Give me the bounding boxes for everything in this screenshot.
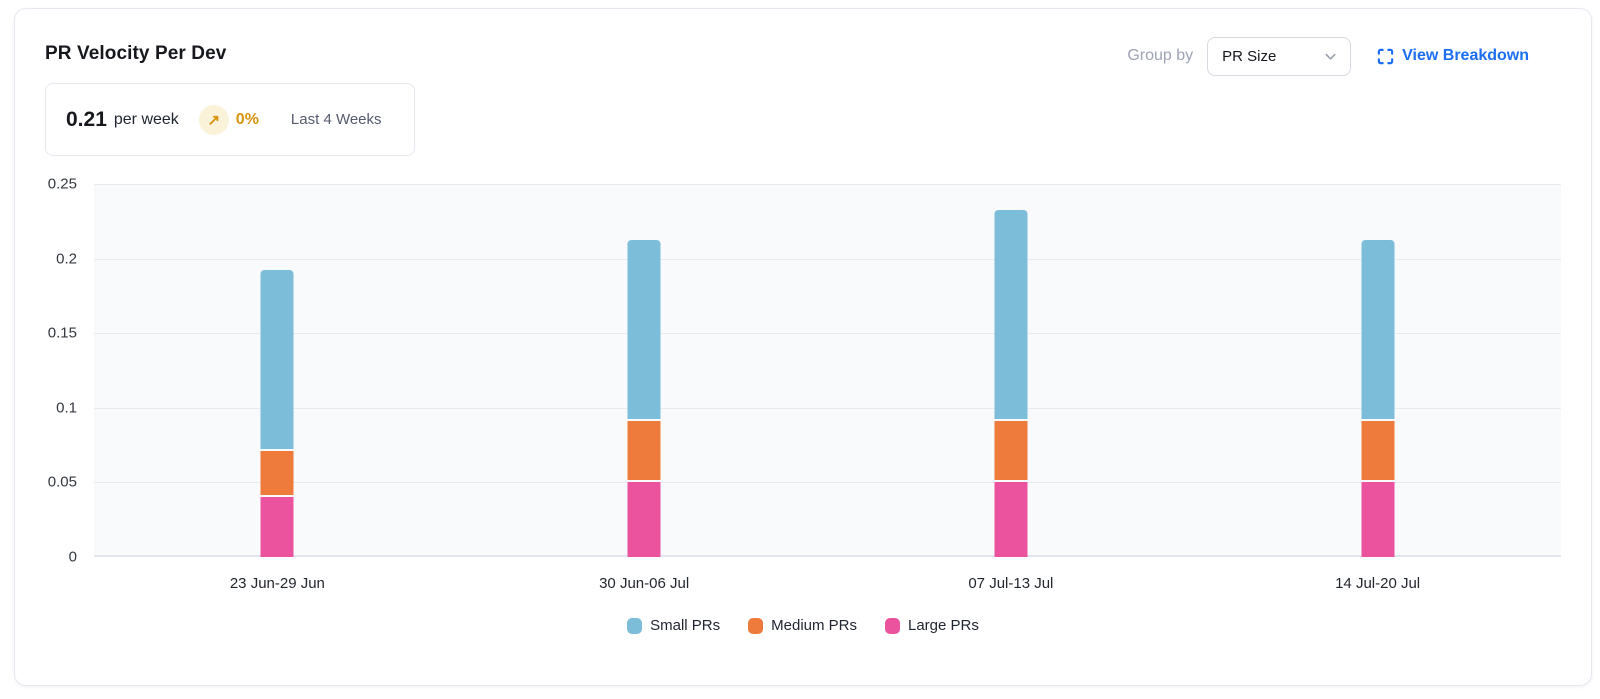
chevron-down-icon bbox=[1323, 49, 1338, 64]
header-controls: Group by PR Size View Breakdown bbox=[1127, 36, 1529, 76]
y-tick-label: 0.1 bbox=[56, 399, 77, 417]
legend-swatch-icon bbox=[748, 617, 764, 634]
pr-velocity-chart: 0 0.05 0.1 0.15 0.2 0.25 23 Jun-29 Jun 30 Jun-… bbox=[15, 9, 1591, 685]
bar-segment-large-prs[interactable] bbox=[627, 482, 661, 557]
bar-segment-small-prs[interactable] bbox=[994, 209, 1028, 419]
legend-label: Small PRs bbox=[650, 617, 721, 634]
bar-segment-medium-prs[interactable] bbox=[627, 420, 661, 481]
gridline bbox=[94, 184, 1561, 185]
legend-item-medium-prs[interactable]: Medium PRs bbox=[748, 617, 857, 634]
bar-segment-medium-prs[interactable] bbox=[260, 450, 294, 496]
y-tick-label: 0.05 bbox=[47, 473, 77, 491]
legend-label: Medium PRs bbox=[771, 617, 857, 634]
gridline bbox=[94, 258, 1561, 260]
view-breakdown-label: View Breakdown bbox=[1402, 47, 1529, 64]
arrow-up-right-icon: ↗ bbox=[198, 104, 229, 135]
summary-stat-card: 0.21 per week ↗ 0% Last 4 Weeks bbox=[45, 83, 415, 156]
trend-percentage: 0% bbox=[235, 110, 259, 128]
x-tick-label: 23 Jun-29 Jun bbox=[229, 575, 325, 592]
legend-swatch-icon bbox=[627, 617, 643, 634]
y-tick-label: 0 bbox=[68, 548, 77, 566]
y-tick-label: 0.15 bbox=[47, 324, 77, 342]
gridline bbox=[94, 333, 1561, 335]
bar-segment-medium-prs[interactable] bbox=[1361, 420, 1395, 481]
y-axis: 0 0.05 0.1 0.15 0.2 0.25 bbox=[15, 176, 77, 566]
group-by-label: Group by bbox=[1127, 47, 1194, 64]
bar-segment-large-prs[interactable] bbox=[1361, 482, 1395, 557]
plot-area bbox=[94, 184, 1561, 557]
stacked-bar bbox=[260, 269, 294, 557]
chart-legend: Small PRs Medium PRs Large PRs bbox=[15, 617, 1591, 634]
stacked-bar bbox=[1361, 239, 1395, 557]
gridline bbox=[94, 555, 1561, 557]
legend-item-small-prs[interactable]: Small PRs bbox=[627, 617, 720, 634]
y-tick-label: 0.2 bbox=[56, 250, 77, 268]
y-tick-label: 0.25 bbox=[47, 175, 77, 193]
page-title: PR Velocity Per Dev bbox=[45, 43, 227, 64]
legend-swatch-icon bbox=[885, 617, 900, 634]
legend-item-large-prs[interactable]: Large PRs bbox=[885, 617, 979, 634]
stat-unit: per week bbox=[113, 110, 179, 128]
bar-segment-medium-prs[interactable] bbox=[994, 420, 1028, 481]
stat-value: 0.21 bbox=[66, 107, 107, 131]
bar-segment-small-prs[interactable] bbox=[1361, 239, 1395, 419]
x-tick-label: 30 Jun-06 Jul bbox=[599, 575, 690, 592]
group-by-selected-value: PR Size bbox=[1222, 47, 1277, 65]
bar-segment-large-prs[interactable] bbox=[994, 482, 1028, 557]
stacked-bar bbox=[994, 209, 1028, 557]
trend-badge: ↗ 0% bbox=[198, 104, 259, 135]
view-breakdown-link[interactable]: View Breakdown bbox=[1377, 47, 1529, 65]
x-axis: 23 Jun-29 Jun 30 Jun-06 Jul 07 Jul-13 Jul 1… bbox=[94, 575, 1561, 597]
x-tick-label: 14 Jul-20 Jul bbox=[1335, 575, 1421, 592]
bar-segment-small-prs[interactable] bbox=[627, 239, 661, 419]
gridline bbox=[94, 407, 1561, 409]
group-by-select[interactable]: PR Size bbox=[1207, 36, 1352, 76]
legend-label: Large PRs bbox=[908, 617, 979, 634]
expand-icon bbox=[1377, 48, 1394, 65]
bar-segment-large-prs[interactable] bbox=[260, 497, 294, 557]
bar-segment-small-prs[interactable] bbox=[260, 269, 294, 449]
stat-period: Last 4 Weeks bbox=[290, 111, 382, 128]
stacked-bar bbox=[627, 239, 661, 557]
pr-velocity-card: PR Velocity Per Dev Group by PR Size Vie… bbox=[14, 8, 1592, 686]
x-tick-label: 07 Jul-13 Jul bbox=[968, 575, 1054, 592]
gridline bbox=[94, 482, 1561, 484]
